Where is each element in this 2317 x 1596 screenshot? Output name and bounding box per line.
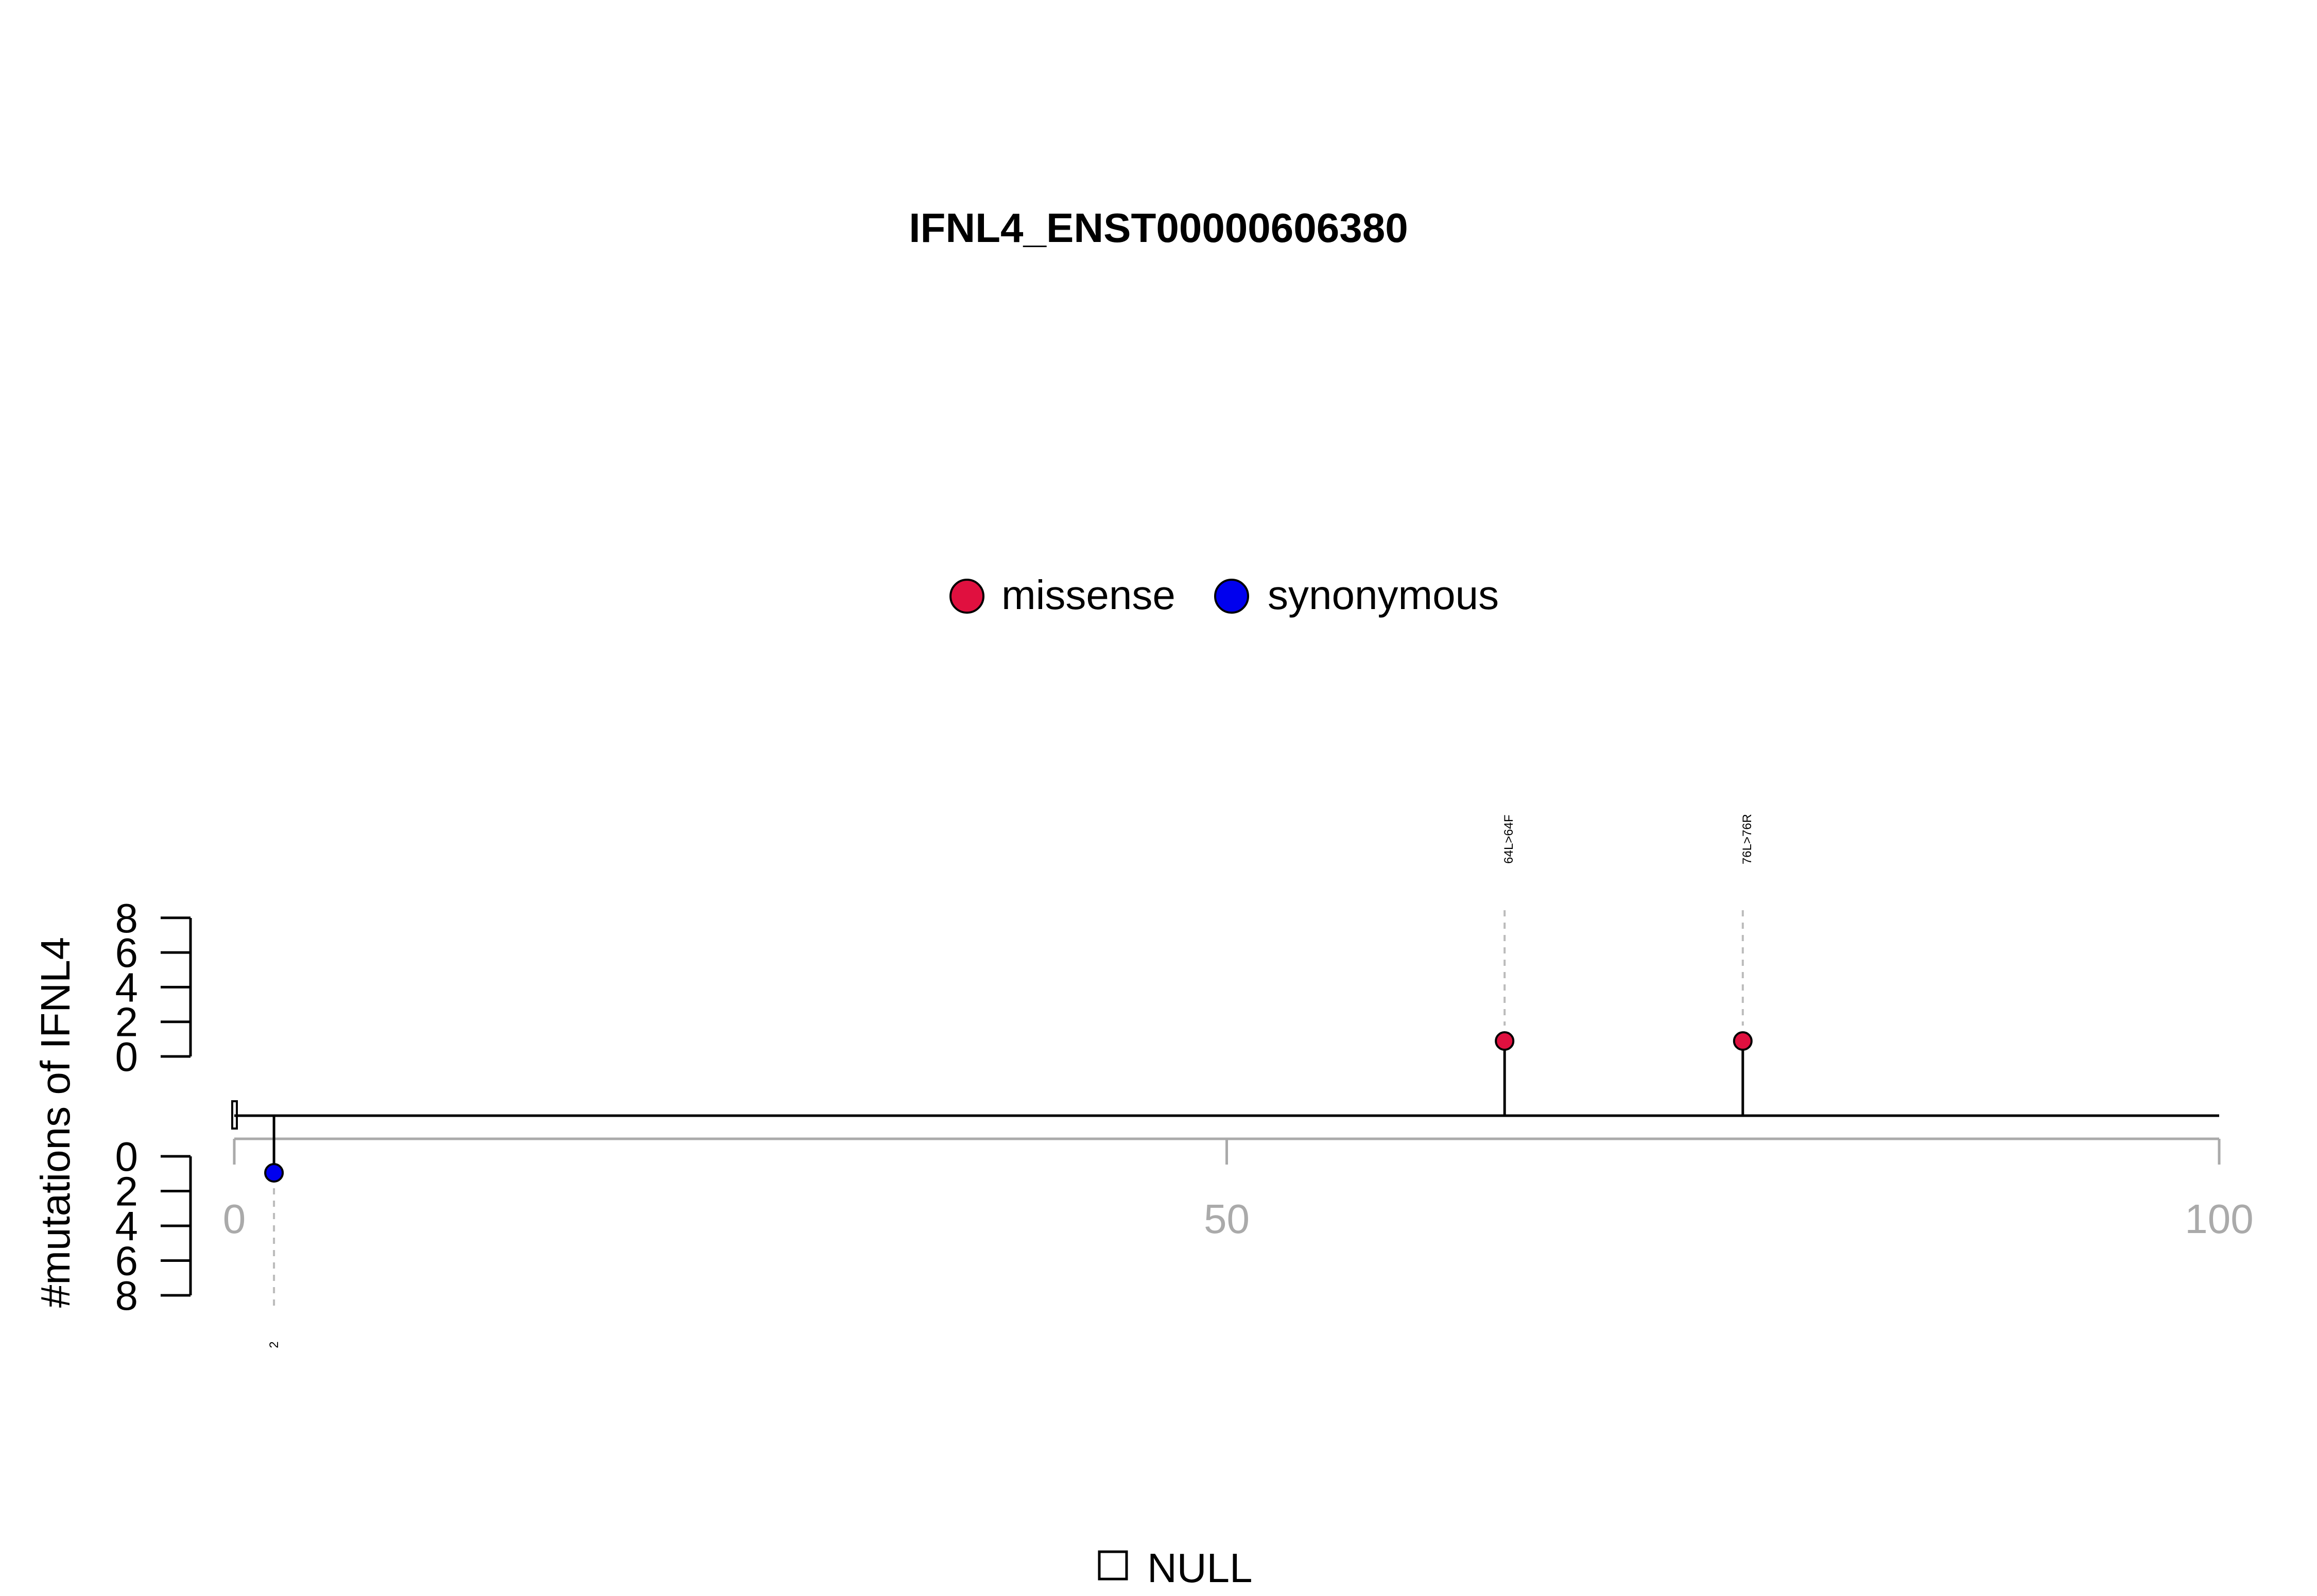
mutation-point [1733,1031,1753,1051]
y-tick-label: 8 [115,1273,139,1319]
mutation-lollipops: 64L>64F 76L>76R 2 [264,814,1754,1348]
y-tick-label: 4 [115,964,139,1010]
domain-legend-box [1098,1550,1128,1581]
mutation-point [1495,1031,1515,1051]
y-tick-label: 6 [115,930,139,976]
y-tick-label: 8 [115,895,139,941]
y-axis-label: #mutations of IFNL4 [32,937,78,1308]
y-tick-label: 6 [115,1238,139,1284]
domain-legend: NULL [1098,1545,1253,1591]
mutation-label: 2 [267,1341,281,1348]
mutation-type-legend: missense synonymous [949,572,1499,618]
legend-missense-label: missense [1001,572,1175,618]
chart-title: IFNL4_ENST00000606380 [909,205,1408,251]
x-axis: 0 50 100 [223,1137,2254,1242]
x-tick-label: 100 [2185,1196,2253,1242]
mutation-label: 76L>76R [1740,814,1754,864]
legend-synonymous-label: synonymous [1268,572,1499,618]
mutation-lollipop: 64L>64F [1495,814,1516,1116]
legend-missense-marker [949,579,984,614]
y-tick-label: 4 [115,1203,139,1249]
mutation-lollipop: 2 [264,1116,284,1348]
y-tick-label: 2 [115,999,139,1045]
x-tick-label: 0 [223,1196,246,1242]
mutation-label: 64L>64F [1502,814,1516,863]
x-tick-label: 50 [1204,1196,1250,1242]
mutation-point [264,1163,284,1183]
y-tick-label: 2 [115,1169,139,1215]
domain-legend-label: NULL [1147,1545,1253,1591]
legend-synonymous-marker [1214,579,1249,614]
y-tick-label: 0 [115,1034,139,1080]
y-tick-label: 0 [115,1134,139,1179]
mutation-lollipop: 76L>76R [1733,814,1754,1116]
